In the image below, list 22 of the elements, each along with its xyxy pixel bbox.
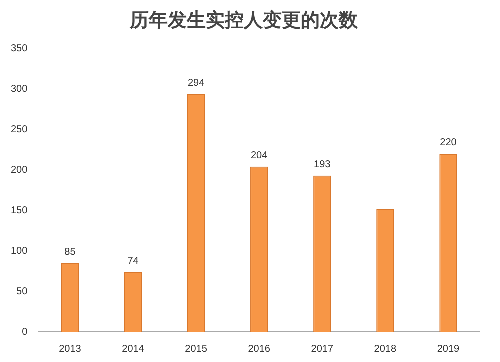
data-label: 74 xyxy=(128,256,140,267)
data-label: 220 xyxy=(440,138,458,149)
x-tick-label: 2014 xyxy=(122,344,145,355)
x-tick-label: 2016 xyxy=(248,344,271,355)
x-tick-label: 2017 xyxy=(311,344,334,355)
y-tick-label: 0 xyxy=(22,326,28,338)
y-tick-label: 250 xyxy=(10,124,28,136)
data-label: 294 xyxy=(188,78,206,89)
y-tick-label: 150 xyxy=(10,205,28,216)
y-tick-label: 50 xyxy=(16,286,28,298)
data-label: 193 xyxy=(314,160,332,171)
x-tick-label: 2015 xyxy=(185,344,208,355)
y-tick-label: 200 xyxy=(10,164,28,176)
x-tick-label: 2018 xyxy=(374,344,397,355)
x-tick-label: 2013 xyxy=(59,344,82,355)
chart-title: 历年发生实控人变更的次数 xyxy=(129,9,359,32)
y-tick-label: 350 xyxy=(10,44,28,55)
data-label: 85 xyxy=(64,246,76,258)
x-tick-label: 2019 xyxy=(437,344,460,355)
y-tick-label: 100 xyxy=(10,246,28,257)
y-tick-label: 300 xyxy=(10,84,28,96)
data-label: 204 xyxy=(251,150,268,162)
